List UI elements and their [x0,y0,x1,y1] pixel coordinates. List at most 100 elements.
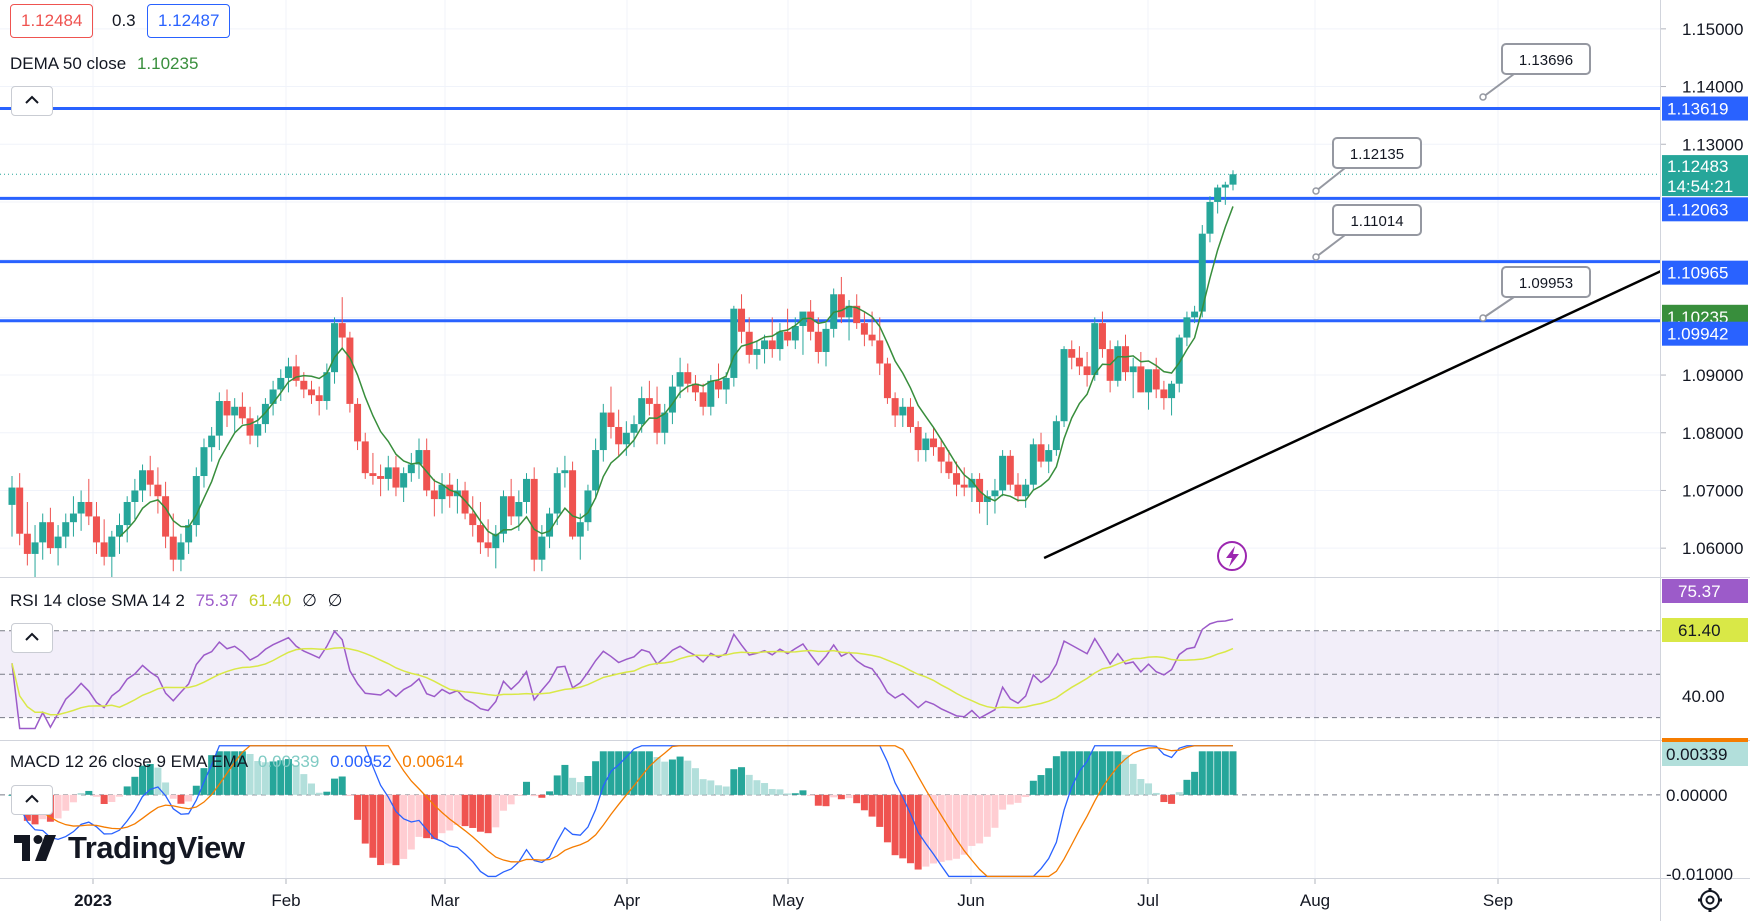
candle[interactable] [346,331,354,413]
candle[interactable] [369,452,377,485]
candle[interactable] [1014,473,1022,502]
candle[interactable] [1052,415,1060,456]
candle[interactable] [162,481,170,549]
candle[interactable] [638,386,646,433]
candle[interactable] [906,398,914,433]
candle[interactable] [423,438,431,497]
candle[interactable] [139,464,147,502]
ask-price-box[interactable]: 1.12487 [147,4,231,38]
candle[interactable] [899,398,907,427]
candle[interactable] [100,519,108,566]
candle[interactable] [292,354,300,387]
level-callout[interactable]: 1.13696 [1479,43,1591,101]
candle[interactable] [62,513,70,549]
candle[interactable] [1114,340,1122,387]
candle[interactable] [853,294,861,329]
candle[interactable] [630,415,638,448]
candle[interactable] [323,363,331,410]
candle[interactable] [300,372,308,399]
candle[interactable] [69,496,77,537]
candle[interactable] [415,438,423,479]
candle[interactable] [307,380,315,404]
candle[interactable] [116,513,124,554]
candle[interactable] [261,398,269,433]
candle[interactable] [937,438,945,474]
candle[interactable] [1160,380,1168,410]
candle[interactable] [231,398,239,433]
candle[interactable] [661,403,669,445]
candle[interactable] [23,501,31,566]
candle[interactable] [584,484,592,531]
candle[interactable] [92,501,100,554]
rsi-legend[interactable]: RSI 14 close SMA 14 2 75.37 61.40 ∅ ∅ [10,591,342,611]
candle[interactable] [200,438,208,488]
collapse-price-legend-button[interactable] [11,86,53,116]
candle[interactable] [822,323,830,367]
candle[interactable] [238,392,246,425]
candle[interactable] [154,467,162,514]
candle[interactable] [945,450,953,479]
candle[interactable] [1145,369,1153,410]
candle[interactable] [1029,438,1037,491]
candle[interactable] [169,513,177,572]
candle[interactable] [1129,357,1137,399]
candle[interactable] [146,455,154,497]
candle[interactable] [1152,357,1160,399]
candle[interactable] [177,533,185,572]
candle[interactable] [684,363,692,393]
candle[interactable] [538,525,546,572]
candle[interactable] [653,386,661,445]
candle[interactable] [338,297,346,350]
candle[interactable] [784,308,792,347]
candle[interactable] [753,340,761,370]
candle[interactable] [561,455,569,488]
lightning-icon[interactable] [1217,541,1247,571]
candle[interactable] [837,276,845,324]
candle[interactable] [922,432,930,462]
candle[interactable] [1091,317,1099,381]
candle[interactable] [607,386,615,439]
candle[interactable] [1098,311,1106,358]
candle[interactable] [31,525,39,577]
candle[interactable] [77,490,85,531]
candle[interactable] [1075,346,1083,376]
candle[interactable] [1045,444,1053,474]
candle[interactable] [768,317,776,358]
candle[interactable] [883,357,891,404]
candle[interactable] [476,501,484,554]
candle[interactable] [277,369,285,402]
candle[interactable] [39,513,47,560]
candle[interactable] [930,426,938,456]
candle[interactable] [438,473,446,514]
candle[interactable] [392,455,400,497]
price-label-level[interactable]: 1.10965 [1662,260,1748,285]
candle[interactable] [668,375,676,425]
price-label-countdown[interactable]: 14:54:21 [1662,176,1748,197]
level-callout[interactable]: 1.09953 [1479,266,1591,322]
level-callout[interactable]: 1.12135 [1312,137,1422,195]
candle[interactable] [1206,196,1214,243]
tradingview-logo[interactable]: TradingView [14,828,245,868]
candle[interactable] [1106,340,1114,393]
candle[interactable] [745,317,753,364]
candle[interactable] [269,380,277,416]
candle[interactable] [1137,351,1145,393]
candle[interactable] [960,467,968,497]
candle[interactable] [553,467,561,526]
candle[interactable] [615,409,623,456]
candle[interactable] [530,467,538,572]
candle[interactable] [361,432,369,479]
collapse-macd-legend-button[interactable] [11,785,53,815]
candle[interactable] [599,403,607,462]
candle[interactable] [284,357,292,393]
candle[interactable] [569,461,577,540]
candle[interactable] [776,323,784,361]
candle[interactable] [208,426,216,462]
price-label-level[interactable]: 1.13619 [1662,96,1748,121]
candle[interactable] [377,464,385,497]
candle[interactable] [1006,450,1014,491]
candle[interactable] [1060,346,1068,427]
price-label-level[interactable]: 1.12063 [1662,197,1748,222]
candle[interactable] [469,496,477,537]
